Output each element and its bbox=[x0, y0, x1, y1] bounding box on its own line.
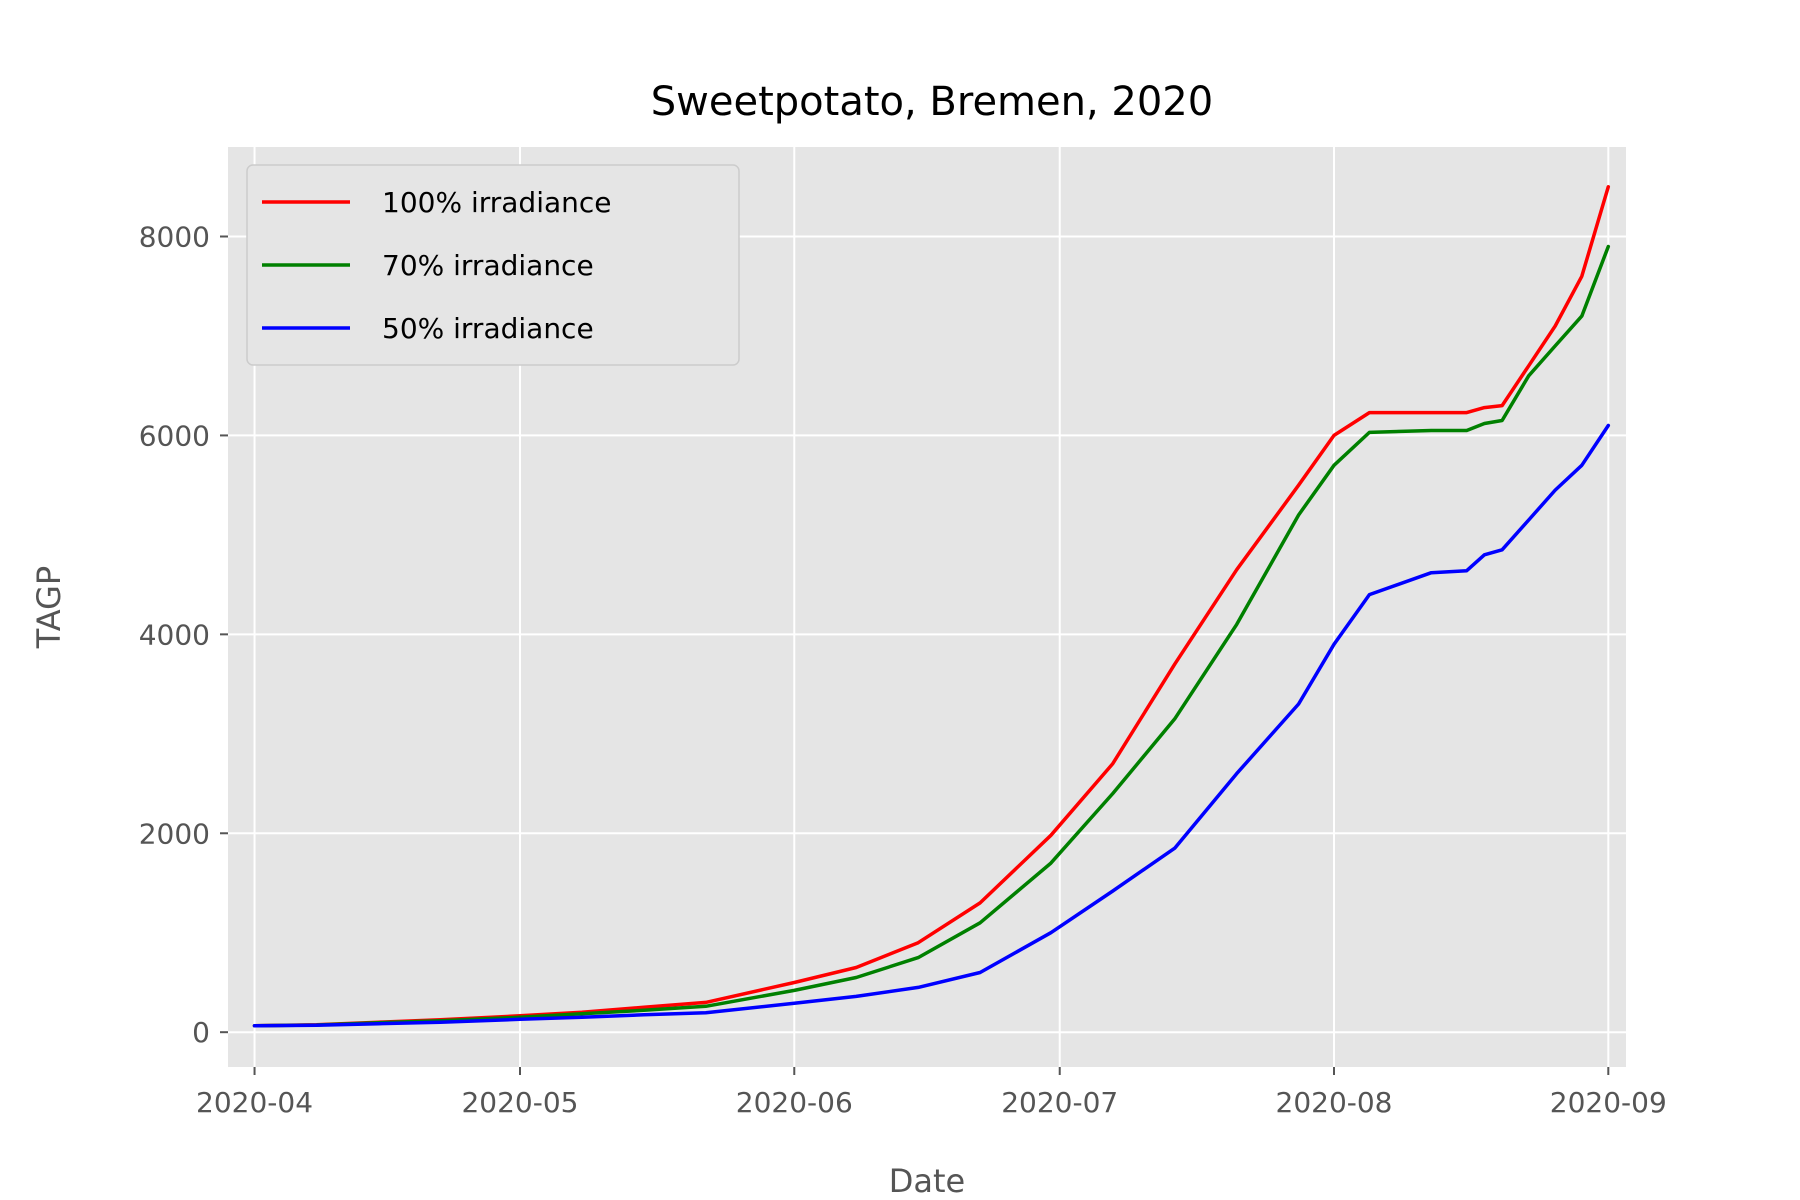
y-axis-label: TAGP bbox=[30, 566, 68, 649]
y-tick-label: 2000 bbox=[139, 817, 210, 850]
series-line-3 bbox=[252, 423, 1611, 1028]
x-tick-label: 2020-08 bbox=[1276, 1086, 1393, 1119]
x-tick-label: 2020-06 bbox=[736, 1086, 853, 1119]
y-tick-label: 0 bbox=[192, 1016, 210, 1049]
x-axis-label: Date bbox=[889, 1162, 965, 1200]
grid-lines bbox=[228, 147, 1626, 1067]
y-axis-ticks: 0 2000 4000 6000 8000 bbox=[139, 221, 228, 1049]
legend-box bbox=[246, 164, 740, 366]
x-axis-ticks: 2020-04 2020-05 2020-06 2020-07 2020-08 2020-… bbox=[196, 1067, 1667, 1119]
series-lines bbox=[252, 185, 1611, 1028]
legend-label-3: 50% irradiance bbox=[382, 312, 594, 345]
y-tick-label: 8000 bbox=[139, 221, 210, 254]
legend-label-2: 70% irradiance bbox=[382, 249, 594, 282]
x-tick-label: 2020-04 bbox=[196, 1086, 313, 1119]
series-line-2 bbox=[252, 244, 1611, 1028]
x-tick-label: 2020-07 bbox=[1001, 1086, 1118, 1119]
chart-title: Sweetpotato, Bremen, 2020 bbox=[651, 79, 1213, 125]
y-tick-label: 6000 bbox=[139, 419, 210, 452]
x-tick-label: 2020-05 bbox=[461, 1086, 578, 1119]
legend-label-1: 100% irradiance bbox=[382, 186, 612, 219]
y-tick-label: 4000 bbox=[139, 618, 210, 651]
legend: 100% irradiance 70% irradiance 50% irradia… bbox=[246, 164, 740, 366]
x-tick-label: 2020-09 bbox=[1550, 1086, 1667, 1119]
